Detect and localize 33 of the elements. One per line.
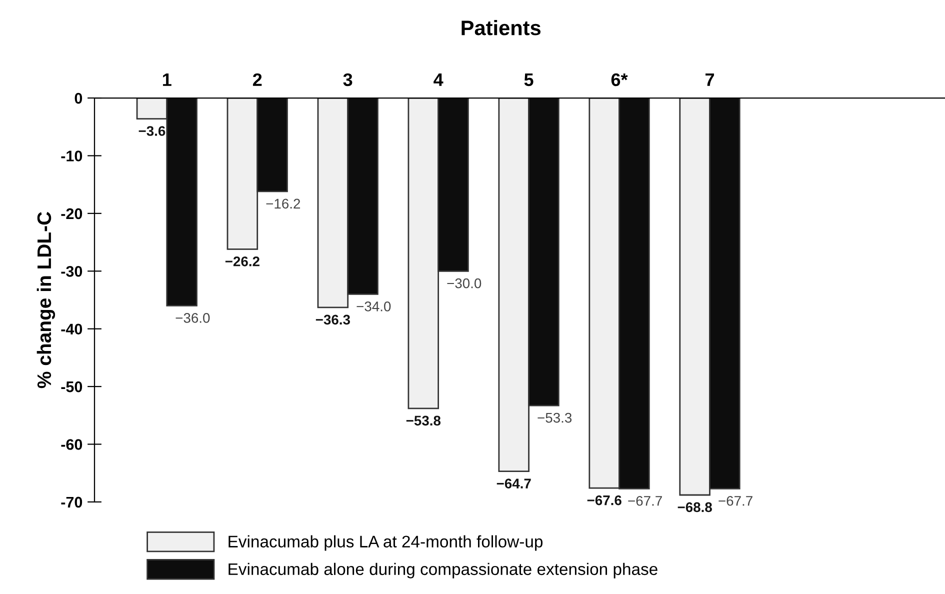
- x-tick-label: 3: [343, 73, 352, 86]
- data-label: −67.7: [628, 496, 662, 506]
- y-axis-title: % change in LDL-C: [36, 212, 56, 388]
- data-label: −30.0: [447, 278, 482, 288]
- y-tick-label: -70: [61, 496, 82, 508]
- data-label: −67.7: [718, 496, 752, 506]
- y-tick-label: -10: [61, 150, 82, 162]
- chart-title: Patients: [462, 20, 541, 36]
- x-tick-label: 4: [434, 74, 444, 86]
- data-label: −16.2: [266, 198, 300, 209]
- data-label: −67.6: [587, 495, 622, 506]
- x-tick-label: 1: [163, 74, 172, 86]
- y-tick-label: -60: [61, 439, 82, 450]
- data-label: −3.6: [138, 126, 166, 136]
- x-tick-label: 6*: [611, 73, 628, 86]
- y-tick-label: -50: [61, 381, 82, 392]
- x-tick-label: 7: [706, 74, 714, 86]
- data-label: −64.7: [496, 478, 531, 488]
- legend-label: Evinacumab alone during compassionate extension phase: [228, 562, 658, 578]
- data-label: −53.8: [406, 416, 441, 426]
- data-label: −36.0: [176, 313, 210, 323]
- y-tick-label: -20: [61, 208, 82, 220]
- data-label: −53.3: [538, 412, 572, 423]
- y-tick-label: -30: [61, 266, 82, 277]
- x-tick-label: 2: [252, 73, 262, 86]
- data-label: −36.3: [316, 314, 350, 325]
- data-label: −68.8: [678, 502, 712, 512]
- data-label: −26.2: [225, 256, 260, 266]
- legend-label: Evinacumab plus LA at 24-month follow-up: [228, 535, 543, 551]
- y-tick-label: 0: [74, 92, 82, 104]
- x-tick-label: 5: [524, 74, 534, 86]
- y-tick-label: -40: [61, 324, 82, 335]
- data-label: −34.0: [356, 301, 391, 312]
